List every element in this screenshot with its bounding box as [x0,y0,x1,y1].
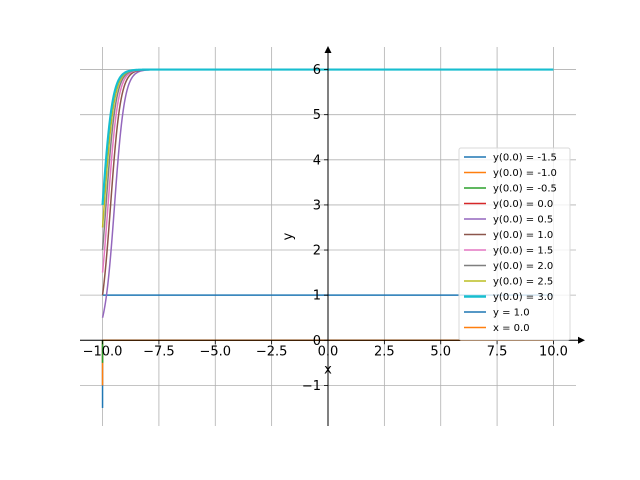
x-tick-label: 10.0 [539,344,568,359]
y-tick-label: 2 [313,244,321,259]
solution-curve [101,68,554,205]
x-axis-arrow-icon [578,336,585,344]
x-tick-label: −10.0 [83,344,123,359]
y-tick-label: 1 [313,289,321,304]
y-tick-label: 4 [313,153,321,168]
legend-entry-label: y(0.0) = 0.5 [493,215,553,226]
y-tick-label: 3 [313,198,321,213]
legend-entry-label: y(0.0) = -1.0 [493,168,557,179]
legend-entry-label: y(0.0) = 3.0 [493,292,553,303]
legend-entry-label: y(0.0) = -0.5 [493,184,557,195]
x-tick-label: 7.5 [487,344,508,359]
legend: y(0.0) = -1.5 y(0.0) = -1.0 y(0.0) = -0.5 y… [458,147,571,341]
y-axis-label: y [281,232,296,240]
x-tick-label: 0.0 [318,344,339,359]
y-tick-label: 0 [313,334,321,349]
legend-entry-label: y(0.0) = 1.0 [493,230,553,241]
legend-entry-label: y(0.0) = 0.0 [493,199,553,210]
tick-labels: −10.0 −7.5 −5.0 −2.5 0.0 2.5 5.0 7.5 10.0 −1 0 1 2 3 4… [83,63,568,394]
x-tick-label: −5.0 [199,344,231,359]
y-tick-label: 6 [313,63,321,78]
legend-entry-label: y(0.0) = 2.5 [493,277,553,288]
x-tick-label: −7.5 [143,344,175,359]
legend-entry-label: y(0.0) = -1.5 [493,153,557,164]
x-tick-label: −2.5 [256,344,288,359]
y-axis-arrow-icon [324,46,332,53]
y-tick-label: 5 [313,108,321,123]
legend-box [458,147,571,341]
x-tick-label: 5.0 [430,344,451,359]
legend-entry-label: y(0.0) = 2.0 [493,261,553,272]
legend-entry-label: x = 0.0 [493,323,530,334]
x-axis-label: x [324,362,332,377]
x-tick-label: 2.5 [374,344,395,359]
y-tick-label: −1 [302,379,321,394]
legend-entry-label: y = 1.0 [493,308,530,319]
legend-entry-label: y(0.0) = 1.5 [493,246,553,257]
